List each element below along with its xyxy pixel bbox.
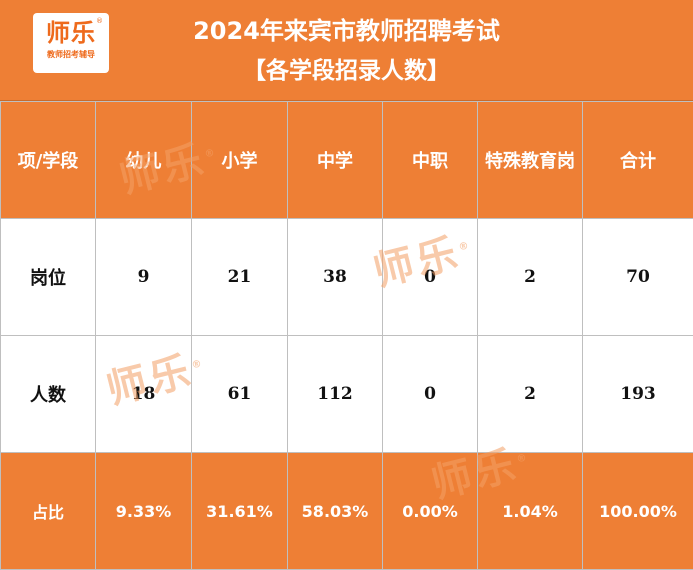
ratio-cell: 9.33% <box>96 453 192 570</box>
header-cell: 特殊教育岗 <box>478 102 583 219</box>
header-banner: 师乐 ® 教师招考辅导 2024年来宾市教师招聘考试 【各学段招录人数】 <box>0 0 693 101</box>
ratio-cell: 1.04% <box>478 453 583 570</box>
table-row: 岗位 9 21 38 0 2 70 <box>1 219 693 336</box>
row-label: 岗位 <box>1 219 96 336</box>
page-subtitle: 【各学段招录人数】 <box>0 54 693 88</box>
row-label: 占比 <box>1 453 96 570</box>
table-header-row: 项/学段 幼儿 小学 中学 中职 特殊教育岗 合计 <box>1 102 693 219</box>
table-cell: 61 <box>192 336 288 453</box>
page-title: 2024年来宾市教师招聘考试 <box>0 14 693 48</box>
recruitment-table: 项/学段 幼儿 小学 中学 中职 特殊教育岗 合计 岗位 9 21 38 0 2… <box>0 101 693 570</box>
ratio-cell: 0.00% <box>383 453 478 570</box>
table-row: 人数 18 61 112 0 2 193 <box>1 336 693 453</box>
ratio-cell: 58.03% <box>288 453 383 570</box>
table-cell: 0 <box>383 336 478 453</box>
header-cell: 项/学段 <box>1 102 96 219</box>
table-cell: 38 <box>288 219 383 336</box>
table-cell: 9 <box>96 219 192 336</box>
table-cell: 193 <box>583 336 693 453</box>
table-cell: 0 <box>383 219 478 336</box>
table-cell: 2 <box>478 336 583 453</box>
ratio-cell: 31.61% <box>192 453 288 570</box>
table-cell: 18 <box>96 336 192 453</box>
table-cell: 70 <box>583 219 693 336</box>
table-cell: 2 <box>478 219 583 336</box>
ratio-row: 占比 9.33% 31.61% 58.03% 0.00% 1.04% 100.0… <box>1 453 693 570</box>
table-cell: 112 <box>288 336 383 453</box>
row-label: 人数 <box>1 336 96 453</box>
ratio-cell: 100.00% <box>583 453 693 570</box>
header-cell: 小学 <box>192 102 288 219</box>
header-cell: 中职 <box>383 102 478 219</box>
header-cell: 幼儿 <box>96 102 192 219</box>
header-cell: 合计 <box>583 102 693 219</box>
table-cell: 21 <box>192 219 288 336</box>
header-cell: 中学 <box>288 102 383 219</box>
